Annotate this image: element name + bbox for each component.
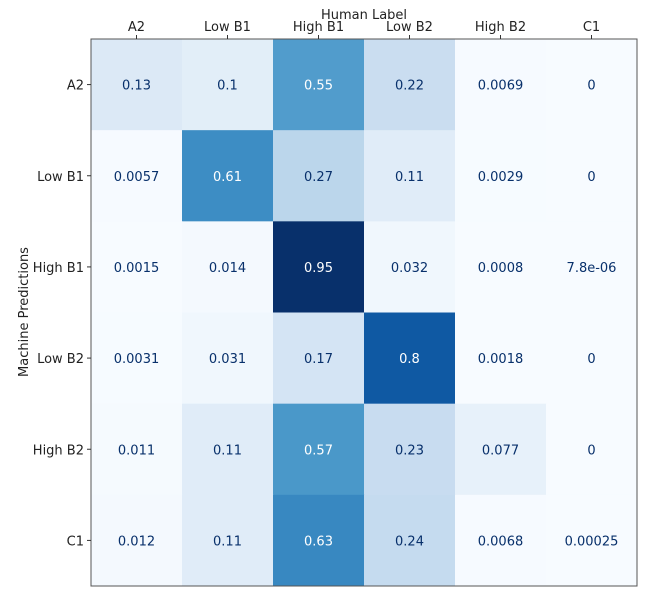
cell-value-label: 0.95: [304, 261, 333, 276]
heatmap-cell: [546, 403, 638, 496]
cell-value-label: 0.014: [209, 261, 246, 276]
cell-value-label: 0.13: [122, 79, 151, 94]
cell-value-label: 0: [587, 443, 595, 458]
heatmap-cell: [91, 221, 183, 313]
heatmap-cell: [455, 403, 547, 496]
x-tick-label: Low B2: [386, 20, 433, 35]
heatmap-cell: [273, 403, 365, 496]
cell-value-label: 0.0031: [114, 352, 160, 367]
cell-value-label: 0.031: [209, 352, 246, 367]
plot-frame: [90, 38, 638, 587]
heatmap-cell: [364, 130, 456, 222]
cell-value-label: 0.0015: [114, 261, 160, 276]
heatmap-cell: [455, 312, 547, 405]
cell-value-label: 0.1: [217, 79, 238, 94]
cell-value-label: 0.0069: [478, 79, 524, 94]
cell-value-label: 0: [587, 352, 595, 367]
y-tick-label: High B1: [33, 261, 84, 276]
heatmap-cell: [91, 403, 183, 496]
heatmap-cell: [91, 39, 183, 131]
heatmap-cell: [455, 494, 547, 587]
heatmap-cell: [91, 130, 183, 222]
cell-value-label: 0.27: [304, 170, 333, 185]
heatmap-cell: [91, 312, 183, 405]
cell-value-label: 0.11: [213, 443, 242, 458]
cell-value-label: 0.0068: [478, 534, 524, 549]
cell-value-label: 0.0057: [114, 170, 160, 185]
heatmap-cell: [546, 312, 638, 405]
cell-value-label: 0.077: [482, 443, 519, 458]
heatmap-cell: [455, 221, 547, 313]
heatmap-cell: [364, 403, 456, 496]
heatmap-cell: [546, 39, 638, 131]
heatmap-cell: [364, 39, 456, 131]
heatmap-cell: [273, 130, 365, 222]
heatmap-cell: [182, 221, 274, 313]
cell-value-label: 0.24: [395, 534, 424, 549]
x-tick-label: High B1: [293, 20, 344, 35]
heatmap-cell-labels: 0.13 0.1 0.55 0.22 0.0069 0 0.0057 0.61 0.27 0.11…: [114, 79, 619, 550]
heatmap-cell: [182, 494, 274, 587]
cell-value-label: 0.0018: [478, 352, 524, 367]
cell-value-label: 0.011: [118, 443, 155, 458]
heatmap-cell: [273, 221, 365, 313]
heatmap-cell: [182, 312, 274, 405]
heatmap-cell: [182, 403, 274, 496]
y-axis-label: Machine Predictions: [17, 247, 32, 377]
heatmap-cell: [455, 130, 547, 222]
cell-value-label: 0.032: [391, 261, 428, 276]
heatmap-cell: [273, 312, 365, 405]
x-tick-label: High B2: [475, 20, 526, 35]
cell-value-label: 0: [587, 170, 595, 185]
cell-value-label: 0.0008: [478, 261, 524, 276]
x-tick-label: C1: [583, 20, 600, 35]
cell-value-label: 0.57: [304, 443, 333, 458]
heatmap-cell: [364, 494, 456, 587]
heatmap-cell: [455, 39, 547, 131]
x-axis-label: Human Label: [321, 8, 407, 23]
x-tick-label: Low B1: [204, 20, 251, 35]
y-tick-label: A2: [67, 79, 84, 94]
cell-value-label: 0.17: [304, 352, 333, 367]
y-tick-label: High B2: [33, 443, 84, 458]
heatmap-cell: [182, 39, 274, 131]
cell-value-label: 0.55: [304, 79, 333, 94]
heatmap-cell: [546, 221, 638, 313]
cell-value-label: 0.0029: [478, 170, 524, 185]
heatmap-cell: [273, 494, 365, 587]
y-tick-label: Low B1: [37, 170, 84, 185]
cell-value-label: 0: [587, 79, 595, 94]
cell-value-label: 0.00025: [565, 534, 619, 549]
y-axis-ticks: A2 Low B1 High B1 Low B2 High B2 C1: [33, 79, 91, 549]
heatmap-cell: [364, 221, 456, 313]
heatmap-cells: [91, 39, 638, 587]
cell-value-label: 0.61: [213, 170, 242, 185]
cell-value-label: 0.63: [304, 534, 333, 549]
cell-value-label: 0.23: [395, 443, 424, 458]
cell-value-label: 0.11: [213, 534, 242, 549]
heatmap-cell: [273, 39, 365, 131]
y-tick-label: C1: [67, 534, 84, 549]
heatmap-cell: [546, 494, 638, 587]
heatmap-cell: [91, 494, 183, 587]
heatmap-cell: [182, 130, 274, 222]
cell-value-label: 7.8e-06: [567, 261, 617, 276]
heatmap-cell: [546, 130, 638, 222]
y-tick-label: Low B2: [37, 352, 84, 367]
x-axis-ticks: A2 Low B1 High B1 Low B2 High B2 C1: [128, 20, 600, 39]
cell-value-label: 0.8: [399, 352, 420, 367]
cell-value-label: 0.11: [395, 170, 424, 185]
heatmap-cell: [364, 312, 456, 405]
cell-value-label: 0.22: [395, 79, 424, 94]
x-tick-label: A2: [128, 20, 145, 35]
cell-value-label: 0.012: [118, 534, 155, 549]
